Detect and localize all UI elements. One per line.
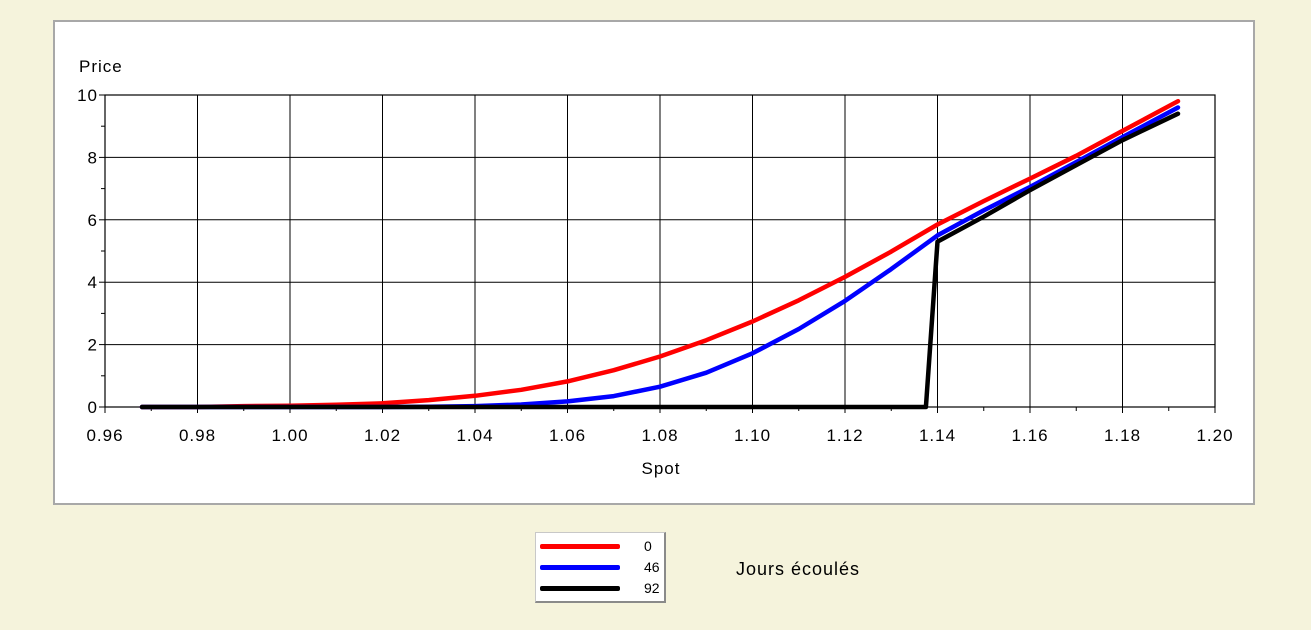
series-lines [139,98,1181,410]
chart-panel: Price 0 2 4 6 8 10 0.96 0.98 1.00 1.02 1.04 1.06 1.… [53,20,1255,505]
gridlines [105,95,1215,407]
y-tick-label: 8 [88,148,98,167]
x-tick-label: 1.08 [641,426,678,445]
legend-item-46: 46 [540,558,662,578]
x-axis-label: Spot [642,459,681,478]
y-tick-label: 10 [77,86,98,105]
legend-item-92: 92 [540,579,662,599]
x-tick-label: 1.02 [364,426,401,445]
legend-label-92: 92 [644,580,660,596]
x-axis-ticks: 0.96 0.98 1.00 1.02 1.04 1.06 1.08 1.10 1.12 1.14… [86,407,1233,445]
series-line-92 [139,111,1181,410]
line-chart: Price 0 2 4 6 8 10 0.96 0.98 1.00 1.02 1.04 1.06 1.… [77,57,1233,478]
y-tick-label: 0 [88,398,98,417]
y-tick-label: 4 [88,273,98,292]
y-tick-label: 2 [88,336,98,355]
y-tick-label: 6 [88,211,98,230]
legend-title: Jours écoulés [736,559,861,579]
y-axis-label: Price [79,57,123,76]
x-tick-label: 1.20 [1196,426,1233,445]
x-tick-label: 1.14 [919,426,956,445]
x-tick-label: 1.00 [271,426,308,445]
legend-swatch-46 [540,565,620,570]
x-tick-label: 1.12 [826,426,863,445]
x-tick-label: 1.18 [1104,426,1141,445]
legend-swatch-0 [540,544,620,549]
x-tick-label: 0.96 [86,426,123,445]
legend: 0 46 92 [535,532,666,603]
minor-ticks [101,125,1170,411]
x-tick-label: 1.06 [549,426,586,445]
legend-item-0: 0 [540,537,662,557]
legend-swatch-92 [540,586,620,591]
x-tick-label: 1.04 [456,426,493,445]
x-tick-label: 1.10 [734,426,771,445]
legend-label-0: 0 [644,538,652,554]
x-tick-label: 0.98 [179,426,216,445]
legend-label-46: 46 [644,559,660,575]
y-axis-ticks: 0 2 4 6 8 10 [77,86,105,417]
x-tick-label: 1.16 [1011,426,1048,445]
